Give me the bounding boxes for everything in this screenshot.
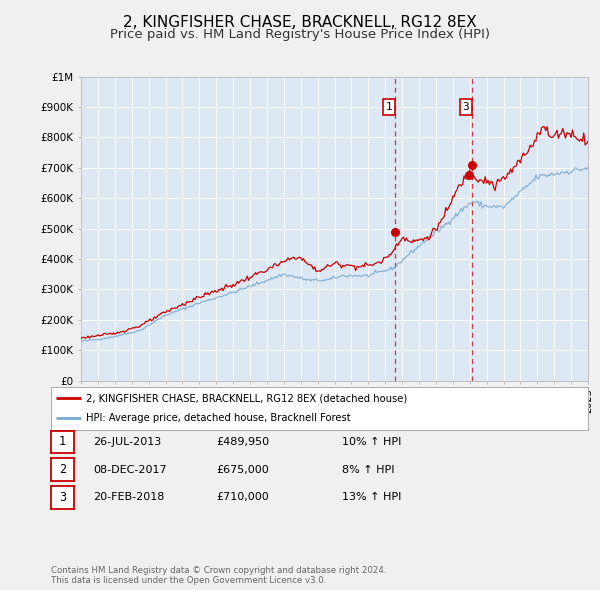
Text: 08-DEC-2017: 08-DEC-2017	[93, 465, 167, 474]
Text: 26-JUL-2013: 26-JUL-2013	[93, 437, 161, 447]
Text: 2, KINGFISHER CHASE, BRACKNELL, RG12 8EX (detached house): 2, KINGFISHER CHASE, BRACKNELL, RG12 8EX…	[86, 393, 407, 403]
Text: 2, KINGFISHER CHASE, BRACKNELL, RG12 8EX: 2, KINGFISHER CHASE, BRACKNELL, RG12 8EX	[123, 15, 477, 30]
Text: 20-FEB-2018: 20-FEB-2018	[93, 493, 164, 502]
Text: This data is licensed under the Open Government Licence v3.0.: This data is licensed under the Open Gov…	[51, 576, 326, 585]
Text: £675,000: £675,000	[216, 465, 269, 474]
Text: 3: 3	[463, 102, 469, 112]
Text: Contains HM Land Registry data © Crown copyright and database right 2024.: Contains HM Land Registry data © Crown c…	[51, 566, 386, 575]
Text: Price paid vs. HM Land Registry's House Price Index (HPI): Price paid vs. HM Land Registry's House …	[110, 28, 490, 41]
Text: 10% ↑ HPI: 10% ↑ HPI	[342, 437, 401, 447]
Text: HPI: Average price, detached house, Bracknell Forest: HPI: Average price, detached house, Brac…	[86, 414, 350, 424]
Text: 8% ↑ HPI: 8% ↑ HPI	[342, 465, 395, 474]
Text: 2: 2	[59, 463, 66, 476]
Text: £489,950: £489,950	[216, 437, 269, 447]
Text: 1: 1	[385, 102, 392, 112]
Text: 13% ↑ HPI: 13% ↑ HPI	[342, 493, 401, 502]
Text: 3: 3	[59, 491, 66, 504]
Text: 1: 1	[59, 435, 66, 448]
Text: £710,000: £710,000	[216, 493, 269, 502]
